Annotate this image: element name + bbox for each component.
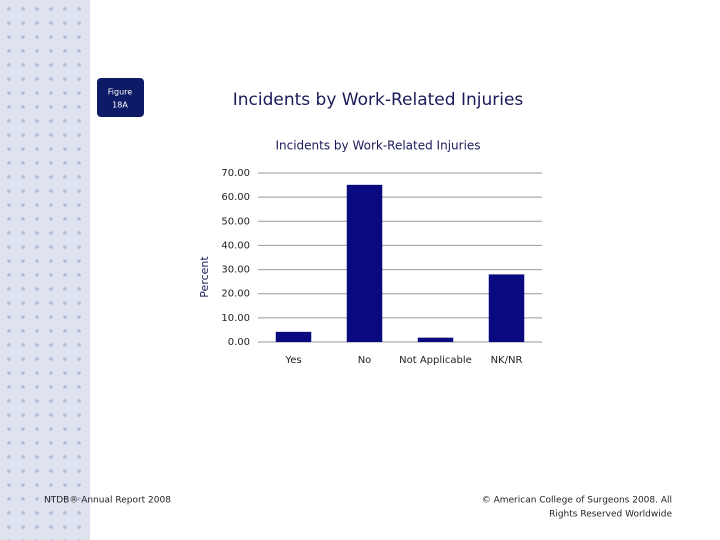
y-tick-label: 40.00 (221, 240, 250, 251)
figure-label: 18A (112, 101, 128, 110)
x-tick-label: Yes (284, 355, 301, 366)
footer-right: Rights Reserved Worldwide (549, 510, 672, 520)
footer-right: © American College of Surgeons 2008. All (482, 496, 672, 506)
y-tick-label: 0.00 (228, 337, 250, 348)
y-tick-label: 20.00 (221, 289, 250, 300)
slide-title: Incidents by Work-Related Injuries (233, 90, 524, 110)
y-tick-label: 60.00 (221, 192, 250, 203)
y-tick-label: 50.00 (221, 216, 250, 227)
bar (346, 184, 383, 342)
bar (417, 337, 454, 342)
footer-left: NTDB® Annual Report 2008 (44, 496, 171, 506)
decorative-strip (0, 0, 90, 540)
y-tick-label: 10.00 (221, 313, 250, 324)
chart-title: Incidents by Work-Related Injuries (275, 139, 480, 153)
figure-label: Figure (108, 88, 133, 97)
x-tick-label: Not Applicable (399, 355, 472, 366)
figure-label-box (97, 78, 144, 117)
bar (488, 274, 525, 342)
x-tick-label: NK/NR (491, 355, 523, 366)
y-tick-label: 70.00 (221, 168, 250, 179)
x-tick-label: No (358, 355, 372, 366)
y-tick-label: 30.00 (221, 265, 250, 276)
bar (275, 331, 312, 342)
y-axis-label: Percent (198, 256, 211, 298)
